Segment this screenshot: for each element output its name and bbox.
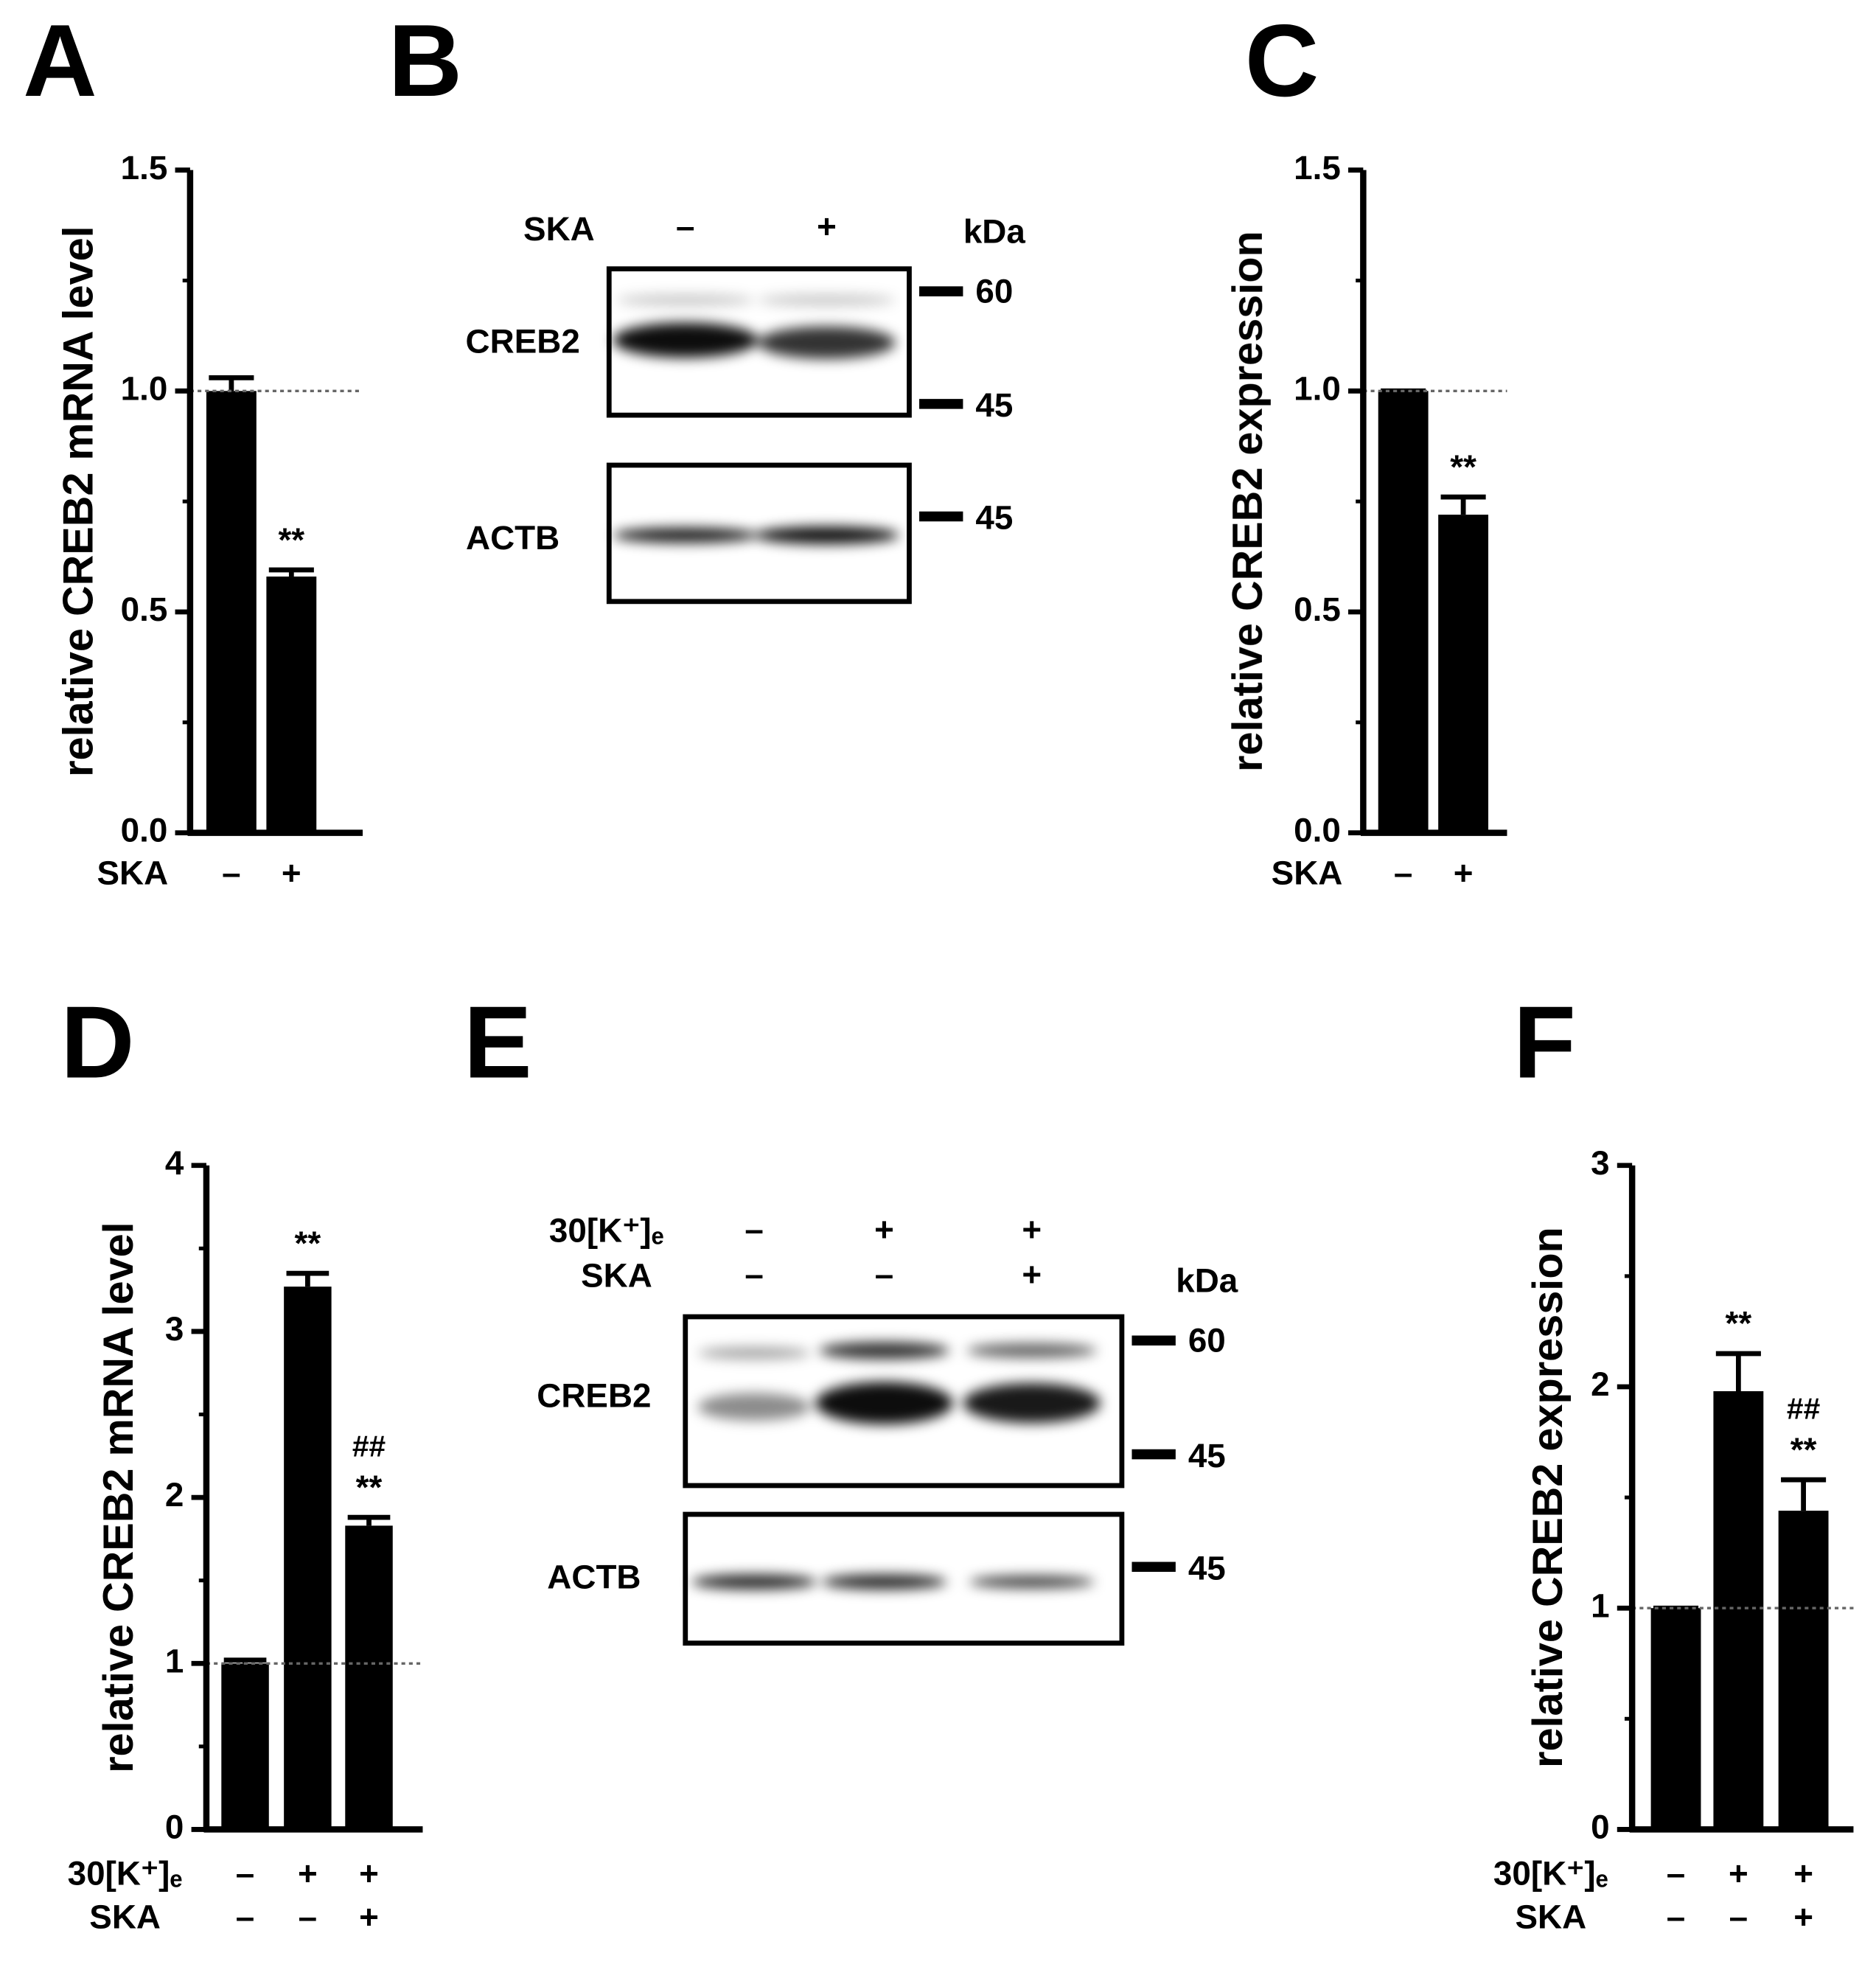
condition-value: –	[1729, 1898, 1748, 1936]
lane-value: –	[745, 1211, 763, 1248]
blot-frame	[606, 462, 912, 605]
bands	[691, 1341, 1101, 1590]
significance: **	[278, 521, 304, 559]
blot-frame	[606, 266, 912, 418]
bar	[266, 577, 317, 833]
panel-letter: C	[1245, 4, 1319, 118]
lane-value: +	[874, 1211, 894, 1248]
condition-name: 30[K⁺]ₑ	[1493, 1854, 1608, 1892]
condition-value: +	[1729, 1854, 1748, 1892]
y-tick-label: 1.0	[121, 369, 168, 407]
condition-name: SKA	[1272, 854, 1343, 891]
condition-value: –	[1394, 854, 1412, 891]
y-tick-label: 0.0	[121, 812, 168, 849]
lane-value: –	[875, 1256, 893, 1293]
y-tick-label: 2	[165, 1476, 184, 1514]
condition-value: +	[1454, 854, 1474, 891]
condition-value: –	[1667, 1898, 1685, 1936]
significance: **	[1726, 1305, 1752, 1343]
significance: **	[356, 1469, 383, 1506]
y-tick-label: 1.5	[1294, 149, 1341, 187]
condition-value: –	[299, 1898, 317, 1936]
lane-value: –	[745, 1256, 763, 1293]
y-tick-label: 0.5	[1294, 591, 1341, 628]
condition-value: +	[359, 1898, 379, 1936]
significance: ##	[352, 1430, 386, 1463]
condition-value: –	[236, 1898, 254, 1936]
y-tick-label: 0	[1591, 1808, 1609, 1846]
lane-row-name: SKA	[523, 210, 595, 248]
condition-name: SKA	[89, 1898, 161, 1936]
significance: **	[1790, 1431, 1817, 1469]
condition-value: –	[222, 854, 240, 891]
marker-label: 45	[975, 386, 1013, 424]
y-tick-label: 0	[165, 1808, 184, 1846]
condition-value: –	[236, 1854, 254, 1892]
bar	[1713, 1391, 1764, 1830]
y-tick-label: 4	[165, 1144, 184, 1182]
blot-frame	[683, 1314, 1125, 1489]
bands	[613, 293, 899, 544]
lane-value: +	[817, 207, 837, 245]
condition-value: +	[359, 1854, 379, 1892]
lane-value: +	[1022, 1256, 1042, 1293]
bar	[284, 1287, 332, 1830]
marker-label: 60	[1188, 1322, 1226, 1360]
protein-label: CREB2	[537, 1376, 651, 1414]
marker-label: 45	[975, 499, 1013, 537]
condition-value: +	[1793, 1898, 1813, 1936]
y-tick-label: 0.0	[1294, 812, 1341, 849]
marker-label: 60	[975, 273, 1013, 310]
condition-name: SKA	[1516, 1898, 1587, 1936]
significance: ##	[1787, 1392, 1820, 1426]
condition-value: +	[1793, 1854, 1813, 1892]
protein-label: CREB2	[466, 323, 580, 361]
significance: **	[1450, 448, 1476, 486]
y-tick-label: 1.0	[1294, 369, 1341, 407]
bar	[1778, 1511, 1829, 1830]
y-tick-label: 3	[1591, 1144, 1609, 1182]
y-axis-label: relative CREB2 mRNA level	[95, 1222, 142, 1773]
bar	[1438, 515, 1489, 833]
panel-letter: F	[1513, 986, 1576, 1100]
panel-letter: A	[23, 4, 97, 118]
bar	[221, 1663, 269, 1830]
condition-value: +	[298, 1854, 318, 1892]
significance: **	[295, 1225, 321, 1262]
marker-label: 45	[1188, 1437, 1226, 1475]
panel-letter: E	[464, 986, 532, 1100]
protein-label: ACTB	[466, 519, 559, 557]
bar	[206, 391, 257, 833]
y-tick-label: 1	[1591, 1587, 1609, 1624]
protein-label: ACTB	[547, 1558, 641, 1595]
lane-value: +	[1022, 1211, 1042, 1248]
lane-row-name: SKA	[581, 1257, 652, 1295]
lane-value: –	[676, 207, 694, 245]
y-tick-label: 1	[165, 1642, 184, 1679]
condition-name: SKA	[97, 854, 168, 891]
kda-label: kDa	[963, 212, 1026, 250]
condition-name: 30[K⁺]ₑ	[68, 1854, 183, 1892]
panel-letter: D	[60, 986, 134, 1100]
y-axis-label: relative CREB2 expression	[1224, 231, 1272, 772]
y-axis-label: relative CREB2 mRNA level	[55, 226, 102, 777]
marker-label: 45	[1188, 1549, 1226, 1587]
condition-value: +	[282, 854, 301, 891]
y-tick-label: 1.5	[121, 149, 168, 187]
y-tick-label: 2	[1591, 1365, 1609, 1403]
bar	[345, 1525, 393, 1830]
y-tick-label: 3	[165, 1310, 184, 1348]
bar	[1650, 1608, 1701, 1830]
kda-label: kDa	[1176, 1261, 1238, 1299]
condition-value: –	[1667, 1854, 1685, 1892]
lane-row-name: 30[K⁺]ₑ	[549, 1211, 664, 1249]
y-axis-label: relative CREB2 expression	[1524, 1227, 1572, 1768]
y-tick-label: 0.5	[121, 591, 168, 628]
blot-frame	[683, 1511, 1125, 1646]
bar	[1378, 391, 1429, 833]
panel-letter: B	[388, 4, 462, 118]
